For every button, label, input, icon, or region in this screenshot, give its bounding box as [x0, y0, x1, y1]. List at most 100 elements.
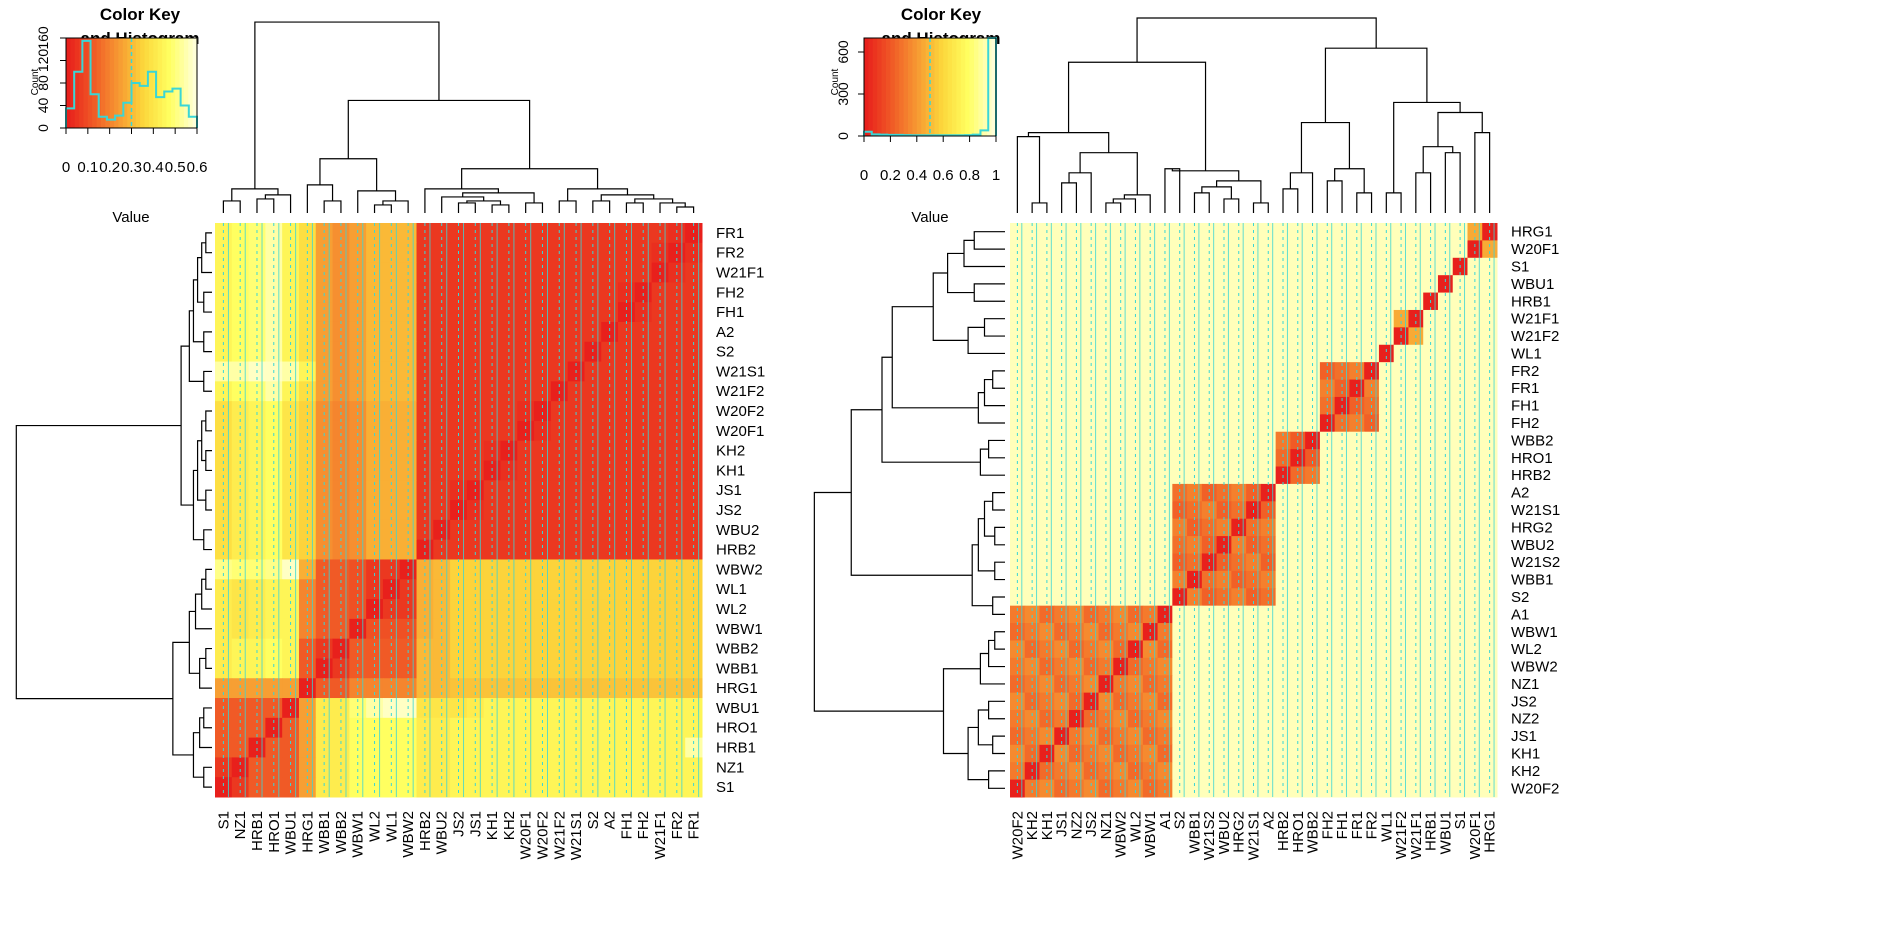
heatmap-cell	[1437, 240, 1454, 259]
heatmap-cell	[1128, 779, 1144, 798]
heatmap-cell	[483, 282, 501, 303]
heatmap-cell	[567, 440, 585, 462]
column-label: KH2	[501, 811, 518, 840]
heatmap-cell	[315, 420, 334, 442]
heatmap-cell	[399, 777, 418, 798]
heatmap-cell	[282, 302, 300, 323]
heatmap-cell	[282, 223, 300, 244]
dendrogram-branch	[188, 610, 200, 674]
heatmap-cell	[1290, 379, 1306, 398]
heatmap-cell	[265, 420, 283, 442]
heatmap-cell	[1275, 309, 1291, 328]
heatmap-cell	[1482, 710, 1498, 728]
heatmap-cell	[534, 302, 552, 323]
heatmap-cell	[517, 757, 535, 778]
heatmap-cell	[349, 401, 367, 422]
heatmap-cell	[1349, 449, 1365, 468]
heatmap-cell	[634, 519, 653, 541]
heatmap-cell	[517, 519, 535, 541]
heatmap-cell	[517, 658, 535, 679]
heatmap-cell	[500, 282, 518, 303]
heatmap-cell	[1452, 449, 1468, 468]
column-label: NZ2	[1068, 811, 1085, 839]
color-key-swatch	[956, 38, 962, 136]
heatmap-cell	[265, 282, 283, 303]
heatmap-cell	[500, 757, 518, 778]
column-label: FH1	[618, 811, 635, 839]
heatmap-cell	[1378, 379, 1395, 398]
heatmap-cell	[601, 678, 619, 699]
heatmap-cell	[1349, 710, 1365, 728]
heatmap-cell	[1142, 744, 1159, 763]
heatmap-cell	[685, 401, 703, 422]
row-label: WBW1	[1511, 624, 1558, 641]
heatmap-cell	[1216, 275, 1232, 294]
heatmap-cell	[1083, 744, 1100, 763]
heatmap-cell	[1128, 240, 1144, 259]
heatmap-cell	[1142, 379, 1159, 398]
heatmap-cell	[1349, 483, 1365, 502]
heatmap-cell	[1349, 344, 1365, 363]
row-label: S2	[716, 344, 734, 361]
heatmap-cell	[500, 678, 518, 699]
heatmap-cell	[483, 737, 501, 758]
row-label: FR1	[716, 225, 744, 242]
row-label: WBU2	[1511, 537, 1554, 554]
dendrogram-branch	[194, 593, 212, 630]
heatmap-cell	[1378, 275, 1395, 294]
color-key-swatch	[118, 38, 124, 128]
dendrogram-branch	[988, 439, 1005, 459]
heatmap-cell	[466, 302, 485, 323]
heatmap-cell	[1216, 744, 1232, 763]
heatmap-cell	[1334, 675, 1350, 694]
heatmap-cell	[1231, 779, 1247, 798]
heatmap-cell	[1319, 240, 1336, 259]
heatmap-cell	[1482, 675, 1498, 694]
heatmap-cell	[1024, 379, 1041, 398]
heatmap-cell	[668, 420, 686, 442]
heatmap-cell	[1098, 483, 1114, 502]
heatmap-cell	[1275, 779, 1291, 798]
color-key-ytick-label: 160	[35, 26, 51, 50]
color-key-swatch	[908, 38, 913, 136]
heatmap-cell	[1113, 344, 1129, 363]
heatmap-cell	[215, 658, 233, 679]
heatmap-cell	[567, 401, 585, 422]
heatmap-cell	[450, 282, 468, 303]
heatmap-cell	[1290, 449, 1306, 468]
heatmap-cell	[1142, 344, 1159, 363]
color-key-ytick-label: 40	[35, 98, 51, 114]
heatmap-cell	[584, 321, 602, 343]
row-label: FH1	[716, 304, 744, 321]
heatmap-cell	[1201, 344, 1218, 363]
heatmap-cell	[1246, 379, 1262, 398]
heatmap-cell	[1467, 344, 1483, 363]
heatmap-cell	[534, 223, 552, 244]
heatmap-cell	[1393, 710, 1409, 728]
heatmap-cell	[1393, 483, 1409, 502]
heatmap-cell	[265, 658, 283, 679]
heatmap-cell	[433, 777, 451, 798]
heatmap-cell	[1039, 275, 1055, 294]
heatmap-cell	[1393, 675, 1409, 694]
column-label: KH2	[1024, 811, 1041, 840]
column-label: KH1	[484, 811, 501, 840]
heatmap-cell	[1172, 240, 1188, 259]
dendrogram-branch	[1123, 194, 1151, 213]
heatmap-cell	[1260, 744, 1277, 763]
heatmap-cell	[416, 658, 434, 679]
heatmap-cell	[298, 737, 317, 758]
heatmap-cell	[1364, 344, 1380, 363]
dendrogram-branch	[192, 732, 204, 778]
heatmap-cell	[399, 658, 418, 679]
heatmap-cell	[483, 401, 501, 422]
heatmap-cell	[1187, 675, 1203, 694]
heatmap-cell	[1423, 379, 1439, 398]
heatmap-cell	[685, 440, 703, 462]
heatmap-cell	[1172, 275, 1188, 294]
heatmap-cell	[298, 302, 317, 323]
heatmap-cell	[265, 302, 283, 323]
heatmap-cell	[1408, 344, 1424, 363]
heatmap-cell	[466, 401, 485, 422]
